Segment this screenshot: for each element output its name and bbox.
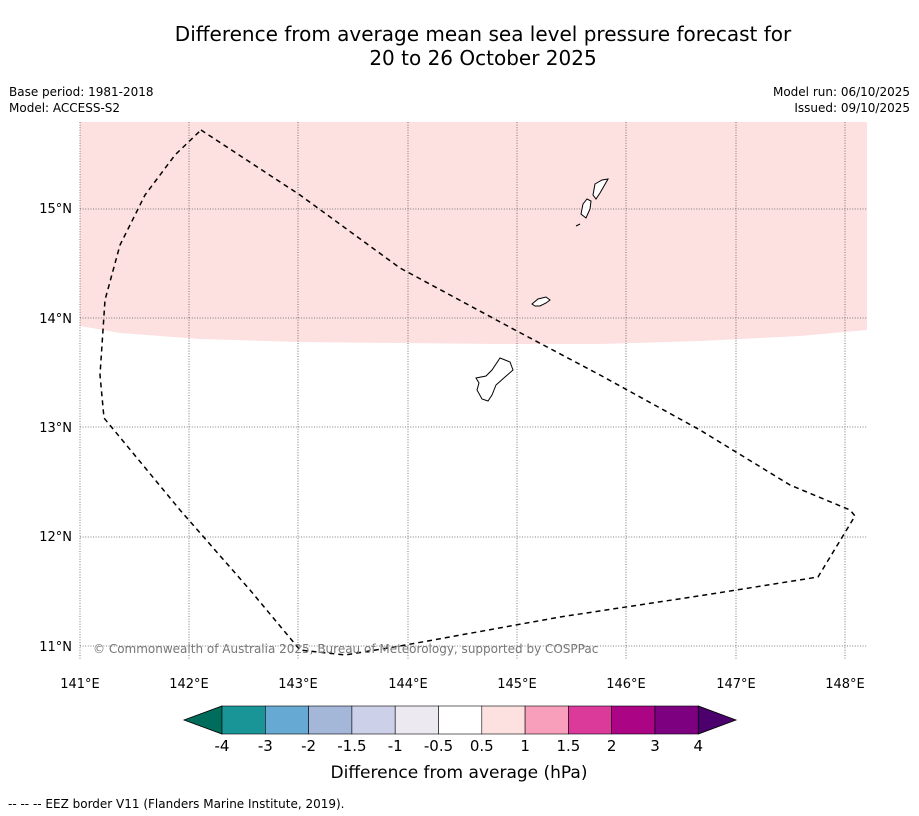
colorbar-tick-label: 1 [520, 737, 530, 755]
colorbar-label: Difference from average (hPa) [331, 763, 588, 783]
colorbar-box [308, 705, 353, 735]
issued-date: Issued: 09/10/2025 [794, 101, 910, 115]
colorbar-extend-low [182, 705, 223, 735]
lat-label-13: 13°N [39, 421, 72, 436]
lon-label-146: 146°E [606, 677, 646, 692]
lat-label-12: 12°N [39, 530, 72, 545]
islands [475, 178, 609, 402]
colorbar-tick-label: 1.5 [556, 737, 580, 755]
lon-label-147: 147°E [716, 677, 756, 692]
base-info: Base period: 1981-2018 Model: ACCESS-S2 [9, 84, 154, 116]
colorbar-box [481, 705, 526, 735]
lon-label-144: 144°E [388, 677, 428, 692]
lon-labels: 141°E 142°E 143°E 144°E 145°E 146°E 147°… [60, 677, 865, 692]
colorbar-tick-label: -4 [215, 737, 230, 755]
island-guam [475, 357, 514, 402]
colorbar-box [524, 705, 569, 735]
colorbar-box [654, 705, 699, 735]
gridlines [79, 122, 867, 660]
colorbar-box [611, 705, 656, 735]
colorbar-box [394, 705, 439, 735]
colorbar-box [221, 705, 266, 735]
lat-label-11: 11°N [39, 640, 72, 655]
lat-labels: 15°N 14°N 13°N 12°N 11°N [39, 202, 72, 655]
island-rota [531, 296, 551, 307]
colorbar-tick-label: -0.5 [424, 737, 453, 755]
colorbar-tick-label: 4 [694, 737, 704, 755]
title-line-2: 20 to 26 October 2025 [369, 46, 597, 70]
base-period: Base period: 1981-2018 [9, 85, 154, 99]
model-run-date: Model run: 06/10/2025 [772, 85, 910, 99]
island-saipan [592, 178, 609, 200]
colorbar-tick-label: -2 [301, 737, 316, 755]
colorbar-box [351, 705, 396, 735]
island-tinian [580, 198, 592, 219]
lon-label-148: 148°E [825, 677, 865, 692]
lon-label-142: 142°E [169, 677, 209, 692]
copyright-text: © Commonwealth of Australia 2025, Bureau… [93, 642, 598, 656]
colorbar-extend-high [697, 705, 738, 735]
colorbar-tick-label: -1 [388, 737, 403, 755]
lon-label-141: 141°E [60, 677, 100, 692]
map-title: Difference from average mean sea level p… [0, 22, 919, 70]
lon-label-145: 145°E [497, 677, 537, 692]
colorbar-box [264, 705, 309, 735]
colorbar-box [438, 705, 483, 735]
colorbar: -4 -3 -2 -1.5 -1 -0.5 0.5 1 1.5 2 3 4 [182, 705, 738, 755]
colorbar-tick-label: 0.5 [470, 737, 494, 755]
colorbar-box [568, 705, 613, 735]
colorbar-tick-label: 2 [607, 737, 617, 755]
lon-label-143: 143°E [278, 677, 318, 692]
eez-border [99, 129, 856, 656]
island-aguijan [575, 223, 581, 227]
colorbar-tick-label: 3 [650, 737, 660, 755]
colorbar-tick-label: -1.5 [337, 737, 366, 755]
eez-footnote: -- -- -- EEZ border V11 (Flanders Marine… [8, 797, 345, 811]
lat-label-14: 14°N [39, 312, 72, 327]
title-line-1: Difference from average mean sea level p… [174, 22, 792, 46]
model-name: Model: ACCESS-S2 [9, 101, 121, 115]
run-info: Model run: 06/10/2025 Issued: 09/10/2025 [773, 84, 910, 116]
colorbar-tick-label: -3 [258, 737, 273, 755]
lat-label-15: 15°N [39, 202, 72, 217]
anomaly-band-0.5-to-1 [80, 122, 867, 344]
